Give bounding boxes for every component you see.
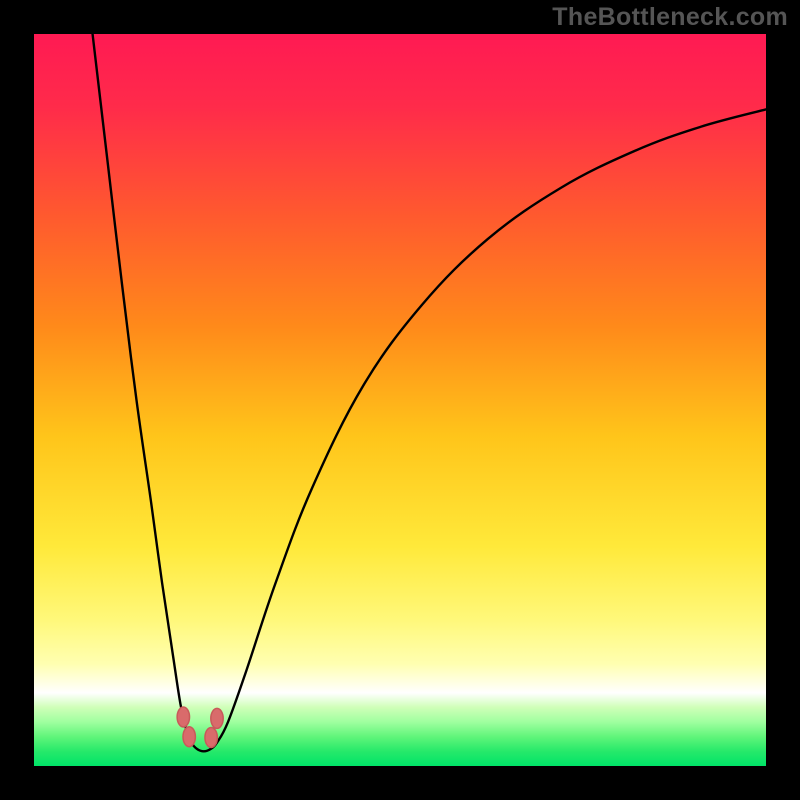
trough-marker: [211, 708, 223, 728]
plot-background: [34, 34, 766, 766]
watermark-text: TheBottleneck.com: [552, 3, 788, 32]
trough-marker: [177, 707, 189, 727]
trough-marker: [183, 727, 195, 747]
plot-svg: [34, 34, 766, 766]
figure-root: TheBottleneck.com: [0, 0, 800, 800]
trough-marker: [205, 727, 217, 747]
